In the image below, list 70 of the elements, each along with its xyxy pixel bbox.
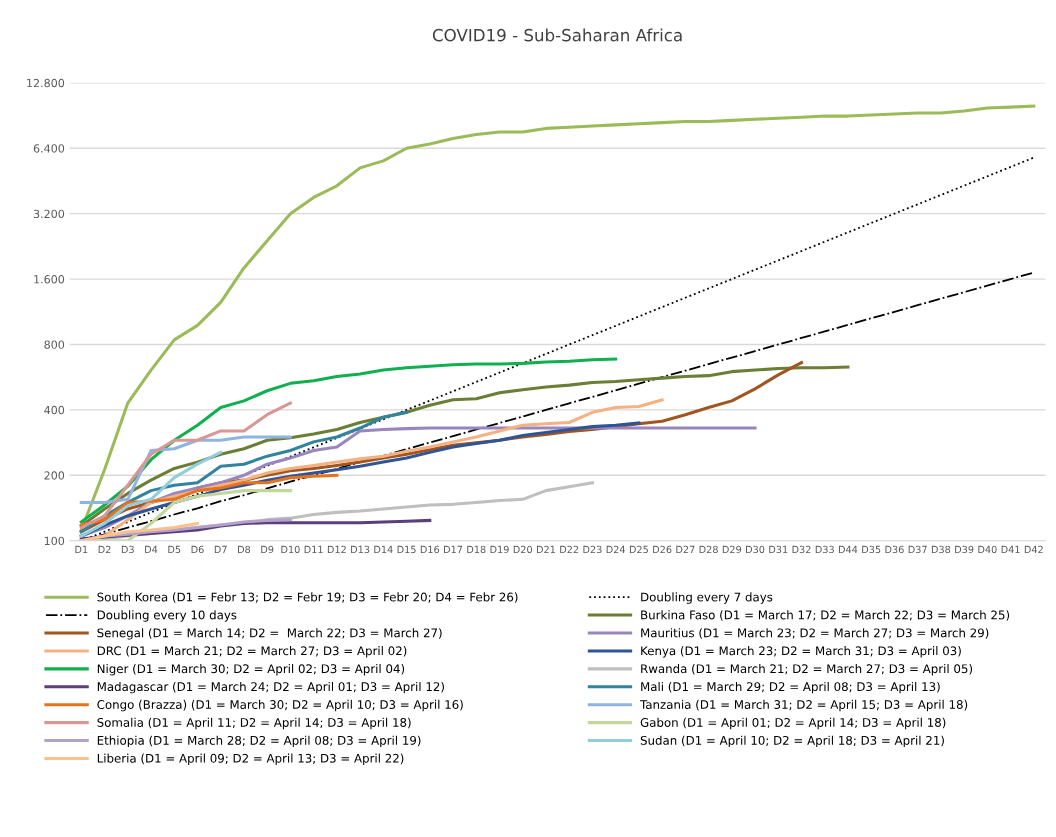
y-tick-label: 1.600 [34, 275, 65, 284]
x-tick-label: D35 [862, 545, 881, 554]
y-tick-label: 6.400 [33, 144, 65, 153]
x-tick-label: D6 [191, 545, 204, 554]
x-tick-label: D37 [908, 545, 927, 554]
x-tick-label: D13 [351, 545, 370, 554]
x-tick-label: D28 [699, 545, 718, 554]
x-tick-label: D18 [467, 545, 486, 554]
legend-label: Doubling every 10 days [97, 610, 237, 622]
y-tick-label: 800 [44, 340, 65, 349]
x-tick-label: D39 [955, 545, 974, 554]
x-tick-label: D12 [327, 545, 346, 553]
x-tick-label: D23 [583, 545, 602, 554]
legend-label: Doubling every 7 days [641, 592, 773, 604]
legend-label: Ethiopia (D1 = March 28; D2 = April 08; D3 = April 19) [97, 735, 421, 748]
x-tick-label: D1 [75, 545, 88, 553]
x-tick-label: D20 [513, 545, 532, 554]
y-tick-label: 3.200 [33, 209, 65, 219]
y-tick-label: 100 [44, 536, 65, 546]
x-tick-label: D27 [676, 545, 695, 553]
x-tick-label: D22 [560, 545, 579, 553]
x-tick-label: D42 [1024, 545, 1043, 553]
y-tick-label: 12.800 [27, 78, 65, 88]
x-tick-label: D8 [238, 545, 251, 554]
x-tick-label: D29 [722, 545, 742, 554]
legend-label: Madagascar (D1 = March 24; D2 = April 01; D3 = April 12) [97, 681, 444, 694]
x-tick-label: D7 [214, 545, 227, 553]
x-tick-label: D19 [490, 545, 509, 554]
legend-label: Tanzania (D1 = March 31; D2 = April 15; D3 = April 18) [640, 699, 968, 712]
x-tick-label: D25 [629, 545, 648, 554]
chart-title: COVID19 - Sub-Saharan Africa [432, 28, 682, 42]
legend-label: Senegal (D1 = March 14; D2 = March 22; D3 = March 27) [97, 628, 442, 640]
x-tick-label: D41 [1001, 545, 1020, 553]
x-tick-label: D16 [420, 545, 440, 554]
x-tick-label: D33 [815, 545, 834, 554]
x-tick-label: D30 [746, 545, 765, 554]
legend-label: Congo (Brazza) (D1 = March 30; D2 = April 10; D3 = April 16) [97, 699, 463, 712]
legend-label: Niger (D1 = March 30; D2 = April 02; D3 = April 04) [97, 664, 405, 676]
x-tick-label: D26 [653, 545, 672, 554]
x-tick-label: D24 [606, 545, 626, 553]
legend-label: South Korea (D1 = Febr 13; D2 = Febr 19; D3 = Febr 20; D4 = Febr 26) [97, 592, 518, 603]
x-tick-label: D4 [145, 545, 158, 553]
x-tick-label: D15 [397, 545, 416, 554]
legend-label: Rwanda (D1 = March 21; D2 = March 27; D3 = April 05) [641, 664, 973, 676]
legend-label: Kenya (D1 = March 23; D2 = March 31; D3 = April 03) [641, 646, 961, 658]
x-tick-label: D5 [168, 545, 181, 554]
x-tick-label: D38 [931, 545, 951, 554]
x-tick-label: D17 [444, 545, 463, 553]
x-tick-label: D32 [792, 545, 811, 554]
x-tick-label: D10 [281, 545, 300, 554]
legend-label: Gabon (D1 = April 01; D2 = April 14; D3 = April 18) [640, 717, 946, 730]
y-tick-label: 200 [44, 471, 65, 480]
x-tick-label: D11 [304, 545, 323, 553]
legend-label: Mali (D1 = March 29; D2 = April 08; D3 = April 13) [641, 681, 940, 694]
x-tick-label: D9 [261, 545, 274, 554]
legend-label: Burkina Faso (D1 = March 17; D2 = March 22; D3 = March 25) [641, 610, 1010, 621]
legend-label: DRC (D1 = March 21; D2 = March 27; D3 = April 02) [97, 646, 407, 658]
x-tick-label: D3 [121, 545, 134, 554]
legend-label: Liberia (D1 = April 09; D2 = April 13; D3 = April 22) [97, 753, 404, 766]
legend-label: Mauritius (D1 = March 23; D2 = March 27; D3 = March 29) [641, 628, 989, 639]
legend-label: Somalia (D1 = April 11; D2 = April 14; D3 = April 18) [97, 717, 411, 730]
legend-label: Sudan (D1 = April 10; D2 = April 18; D3 = April 21) [640, 735, 944, 748]
x-tick-label: D44 [838, 545, 858, 553]
x-tick-label: D21 [536, 545, 555, 553]
y-tick-label: 400 [44, 405, 65, 415]
x-tick-label: D2 [98, 545, 111, 553]
x-tick-label: D14 [374, 545, 393, 553]
x-tick-label: D40 [978, 545, 997, 554]
x-tick-label: D31 [769, 545, 788, 554]
x-tick-label: D36 [885, 545, 904, 554]
